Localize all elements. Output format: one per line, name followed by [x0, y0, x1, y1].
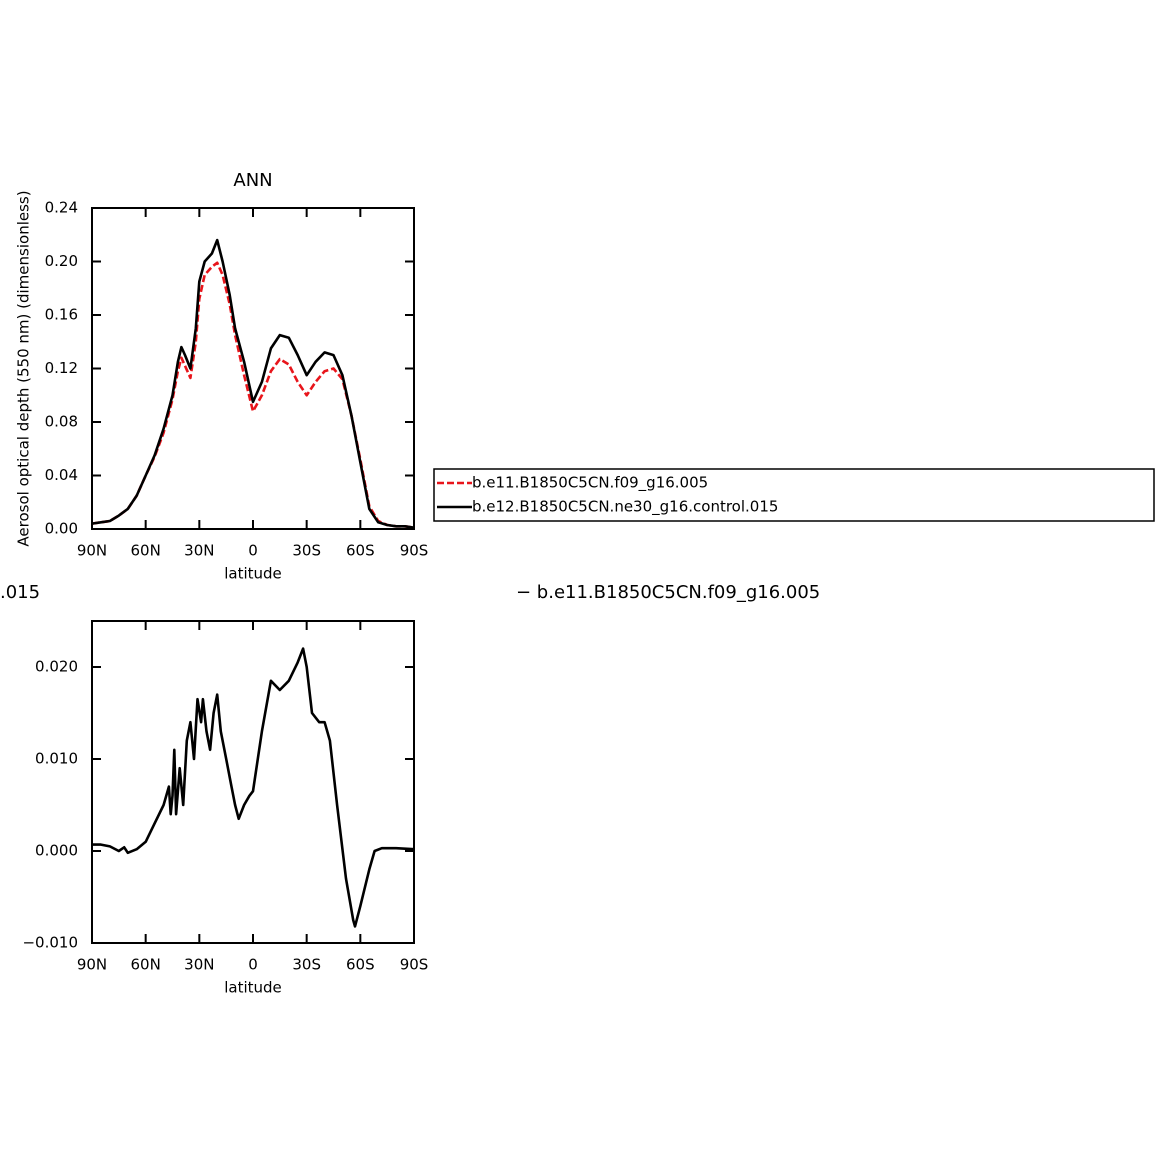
- chart-title-part: .015: [0, 582, 40, 603]
- y-tick-label: 0.00: [45, 520, 78, 538]
- y-tick-label: −0.010: [22, 934, 78, 952]
- x-tick-label: 0: [248, 956, 258, 974]
- x-axis-label: latitude: [224, 565, 282, 583]
- y-tick-label: 0.12: [45, 359, 78, 377]
- x-tick-label: 0: [248, 542, 258, 560]
- y-tick-label: 0.20: [45, 252, 78, 270]
- legend-label: b.e12.B1850C5CN.ne30_g16.control.015: [472, 498, 778, 517]
- y-axis-label: Aerosol optical depth (550 nm) (dimensio…: [15, 190, 33, 546]
- x-tick-label: 30N: [184, 542, 214, 560]
- data-line: [92, 647, 415, 928]
- y-tick-label: 0.16: [45, 306, 78, 324]
- plot-frame: [91, 620, 415, 944]
- x-tick-label: 60N: [131, 542, 161, 560]
- y-tick-label: 0.08: [45, 413, 78, 431]
- x-tick-label: 60S: [346, 542, 375, 560]
- x-tick-label: 90S: [400, 542, 429, 560]
- x-tick-label: 90S: [400, 956, 429, 974]
- y-tick-label: 0.24: [45, 199, 78, 217]
- chart-title: ANN: [233, 170, 272, 191]
- x-tick-label: 30S: [292, 542, 321, 560]
- x-tick-label: 30N: [184, 956, 214, 974]
- x-tick-label: 30S: [292, 956, 321, 974]
- x-tick-label: 60S: [346, 956, 375, 974]
- chart-title-part: − b.e11.B1850C5CN.f09_g16.005: [516, 582, 820, 603]
- legend-box: [433, 468, 1155, 522]
- y-tick-label: 0.04: [45, 466, 78, 484]
- y-tick-label: 0.000: [35, 842, 78, 860]
- x-tick-label: 60N: [131, 956, 161, 974]
- data-line: [91, 238, 415, 529]
- y-tick-label: 0.010: [35, 750, 78, 768]
- legend-label: b.e11.B1850C5CN.f09_g16.005: [472, 474, 708, 493]
- y-tick-label: 0.020: [35, 658, 78, 676]
- x-axis-label: latitude: [224, 979, 282, 997]
- x-tick-label: 90N: [77, 956, 107, 974]
- x-tick-label: 90N: [77, 542, 107, 560]
